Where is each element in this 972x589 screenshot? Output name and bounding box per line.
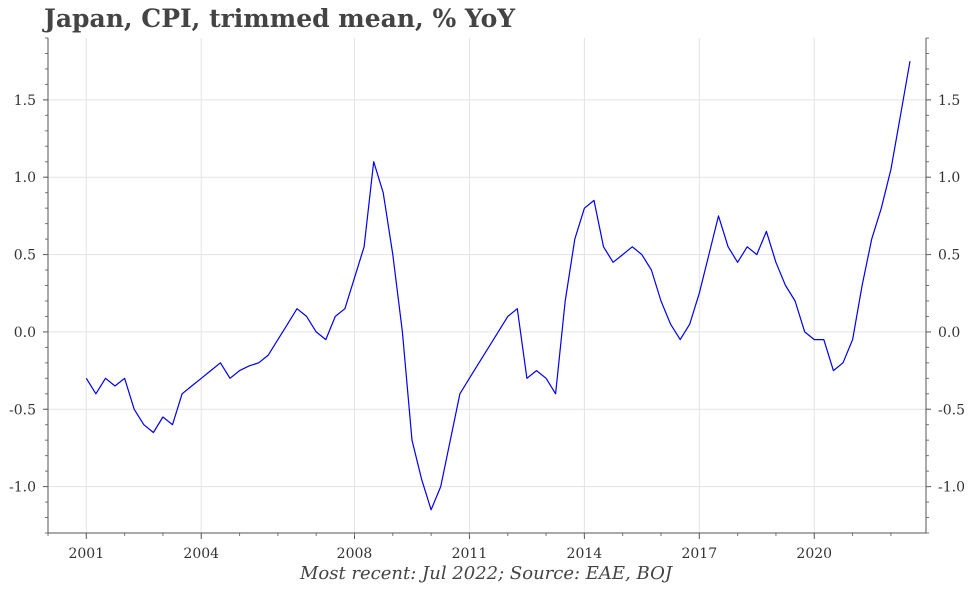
x-tick-label: 2011	[452, 546, 488, 562]
y-tick-label-left: 1.5	[14, 93, 36, 109]
grid	[48, 38, 926, 533]
x-tick-label: 2017	[681, 546, 717, 562]
chart-footnote: Most recent: Jul 2022; Source: EAE, BOJ	[299, 563, 673, 584]
x-tick-label: 2004	[183, 546, 219, 562]
y-tick-label-left: 1.0	[14, 170, 36, 186]
y-tick-label-left: -1.0	[9, 480, 36, 496]
y-tick-label-left: -0.5	[9, 402, 36, 418]
x-tick-label: 2020	[796, 546, 832, 562]
axes	[43, 37, 931, 539]
y-tick-label-right: 0.0	[938, 325, 960, 341]
x-tick-label: 2014	[567, 546, 603, 562]
y-tick-label-right: 1.5	[938, 93, 960, 109]
x-tick-label: 2008	[337, 546, 373, 562]
chart-title: Japan, CPI, trimmed mean, % YoY	[44, 4, 516, 33]
series-layer	[85, 61, 911, 511]
y-tick-label-right: 1.0	[938, 170, 960, 186]
y-tick-label-right: -0.5	[938, 402, 965, 418]
tick-labels: 1.5 1.5 1.0 1.0 0.5 0.5 0.0 0.0 -0.5 -0.5 -1.0 -1.0…	[9, 93, 965, 562]
y-tick-label-left: 0.0	[14, 325, 36, 341]
y-tick-label-right: -1.0	[938, 480, 965, 496]
y-tick-label-left: 0.5	[14, 248, 36, 264]
series-line	[85, 61, 911, 511]
x-tick-label: 2001	[68, 546, 104, 562]
y-tick-label-right: 0.5	[938, 248, 960, 264]
